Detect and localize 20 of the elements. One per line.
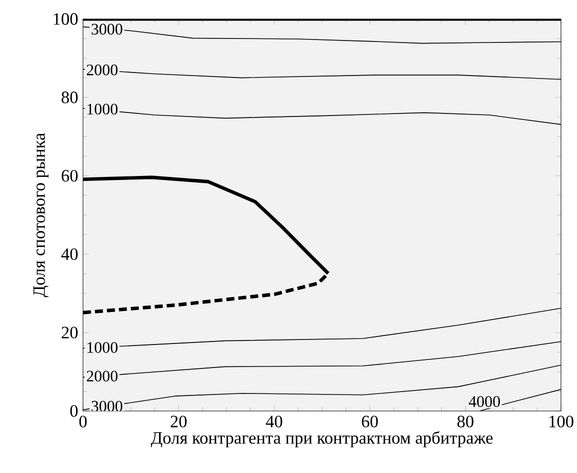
- annotation: 2000: [86, 370, 118, 382]
- y-tick-label: 0: [70, 405, 78, 417]
- y-tick-label: 80: [62, 92, 78, 104]
- y-axis-title: Доля спотового рынка: [33, 132, 48, 298]
- annotation: 1000: [88, 342, 118, 353]
- y-tick-label: 20: [62, 326, 78, 338]
- x-tick-label: 60: [362, 416, 378, 428]
- annotation: 4000: [468, 396, 500, 407]
- y-tick-label: 40: [61, 248, 78, 260]
- x-tick-label: 40: [266, 416, 282, 428]
- annotation: 1000: [88, 104, 118, 115]
- x-tick-label: 80: [457, 416, 474, 428]
- y-tick-label: 60: [62, 170, 78, 182]
- y-tick-label: 100: [54, 13, 78, 25]
- annotation: 3000: [92, 24, 122, 35]
- x-tick-label: 100: [550, 416, 574, 428]
- annotation: 2000: [86, 64, 118, 76]
- x-axis-title: Доля контрагента при контрактном арбитраже: [150, 431, 493, 448]
- x-tick-label: 0: [79, 416, 87, 428]
- x-tick-label: 20: [170, 416, 187, 428]
